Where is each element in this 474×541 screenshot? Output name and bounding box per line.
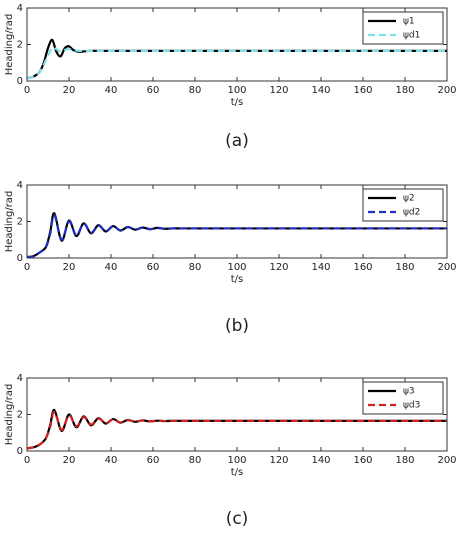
- x-tick-label: 120: [269, 262, 288, 273]
- x-tick-label: 100: [227, 455, 246, 466]
- x-tick-label: 80: [189, 455, 202, 466]
- series-line: [26, 46, 447, 80]
- x-tick-label: 40: [105, 262, 118, 273]
- legend-label: ψ1: [403, 17, 415, 27]
- y-tick-label: 2: [17, 410, 23, 421]
- x-tick-label: 160: [353, 262, 372, 273]
- plot-frame: [26, 377, 448, 452]
- x-tick-label: 0: [24, 85, 30, 96]
- x-tick-label: 20: [63, 85, 76, 96]
- caption: (b): [225, 316, 249, 336]
- x-tick-label: 100: [227, 85, 246, 96]
- x-tick-label: 200: [437, 262, 456, 273]
- y-tick-label: 2: [17, 217, 23, 228]
- series-line: [26, 410, 447, 450]
- legend-label: ψ3: [403, 387, 415, 397]
- x-tick-label: 100: [227, 262, 246, 273]
- x-axis-label: t/s: [231, 274, 244, 285]
- x-tick-label: 60: [147, 262, 160, 273]
- legend-label: ψd3: [403, 401, 420, 411]
- series-line: [26, 38, 447, 80]
- series-line: [26, 214, 447, 259]
- y-tick-label: 4: [17, 3, 23, 14]
- x-tick-label: 160: [353, 455, 372, 466]
- x-axis-label: t/s: [231, 467, 244, 478]
- y-tick-label: 2: [17, 40, 23, 51]
- x-tick-label: 120: [269, 455, 288, 466]
- caption: (c): [226, 509, 249, 529]
- x-tick-label: 200: [437, 85, 456, 96]
- y-axis-label: Heading/rad: [4, 384, 15, 446]
- y-tick-label: 4: [17, 180, 23, 191]
- y-tick-label: 0: [17, 76, 23, 87]
- legend-box: [362, 188, 444, 222]
- x-tick-label: 20: [63, 455, 76, 466]
- legend-box: [362, 11, 444, 45]
- legend-label: ψd2: [403, 208, 420, 218]
- caption: (a): [225, 131, 249, 151]
- x-tick-label: 180: [395, 262, 414, 273]
- legend-box: [362, 381, 444, 415]
- y-axis-label: Heading/rad: [4, 191, 15, 253]
- y-tick-label: 0: [17, 446, 23, 457]
- x-tick-label: 140: [311, 85, 330, 96]
- x-tick-label: 0: [24, 262, 30, 273]
- x-tick-label: 40: [105, 455, 118, 466]
- legend-label: ψ2: [403, 194, 415, 204]
- x-tick-label: 160: [353, 85, 372, 96]
- y-tick-label: 0: [17, 253, 23, 264]
- x-tick-label: 60: [147, 455, 160, 466]
- y-tick-label: 4: [17, 373, 23, 384]
- x-tick-label: 180: [395, 85, 414, 96]
- x-tick-label: 200: [437, 455, 456, 466]
- x-tick-label: 0: [24, 455, 30, 466]
- x-axis-label: t/s: [231, 97, 244, 108]
- plot-frame: [26, 184, 448, 259]
- legend-label: ψd1: [403, 31, 420, 41]
- x-tick-label: 80: [189, 85, 202, 96]
- x-tick-label: 60: [147, 85, 160, 96]
- x-tick-label: 140: [311, 455, 330, 466]
- plot-frame: [26, 7, 448, 82]
- x-tick-label: 140: [311, 262, 330, 273]
- x-tick-label: 180: [395, 455, 414, 466]
- x-tick-label: 120: [269, 85, 288, 96]
- y-axis-label: Heading/rad: [4, 14, 15, 76]
- x-tick-label: 80: [189, 262, 202, 273]
- x-tick-label: 40: [105, 85, 118, 96]
- x-tick-label: 20: [63, 262, 76, 273]
- series-line: [26, 408, 447, 450]
